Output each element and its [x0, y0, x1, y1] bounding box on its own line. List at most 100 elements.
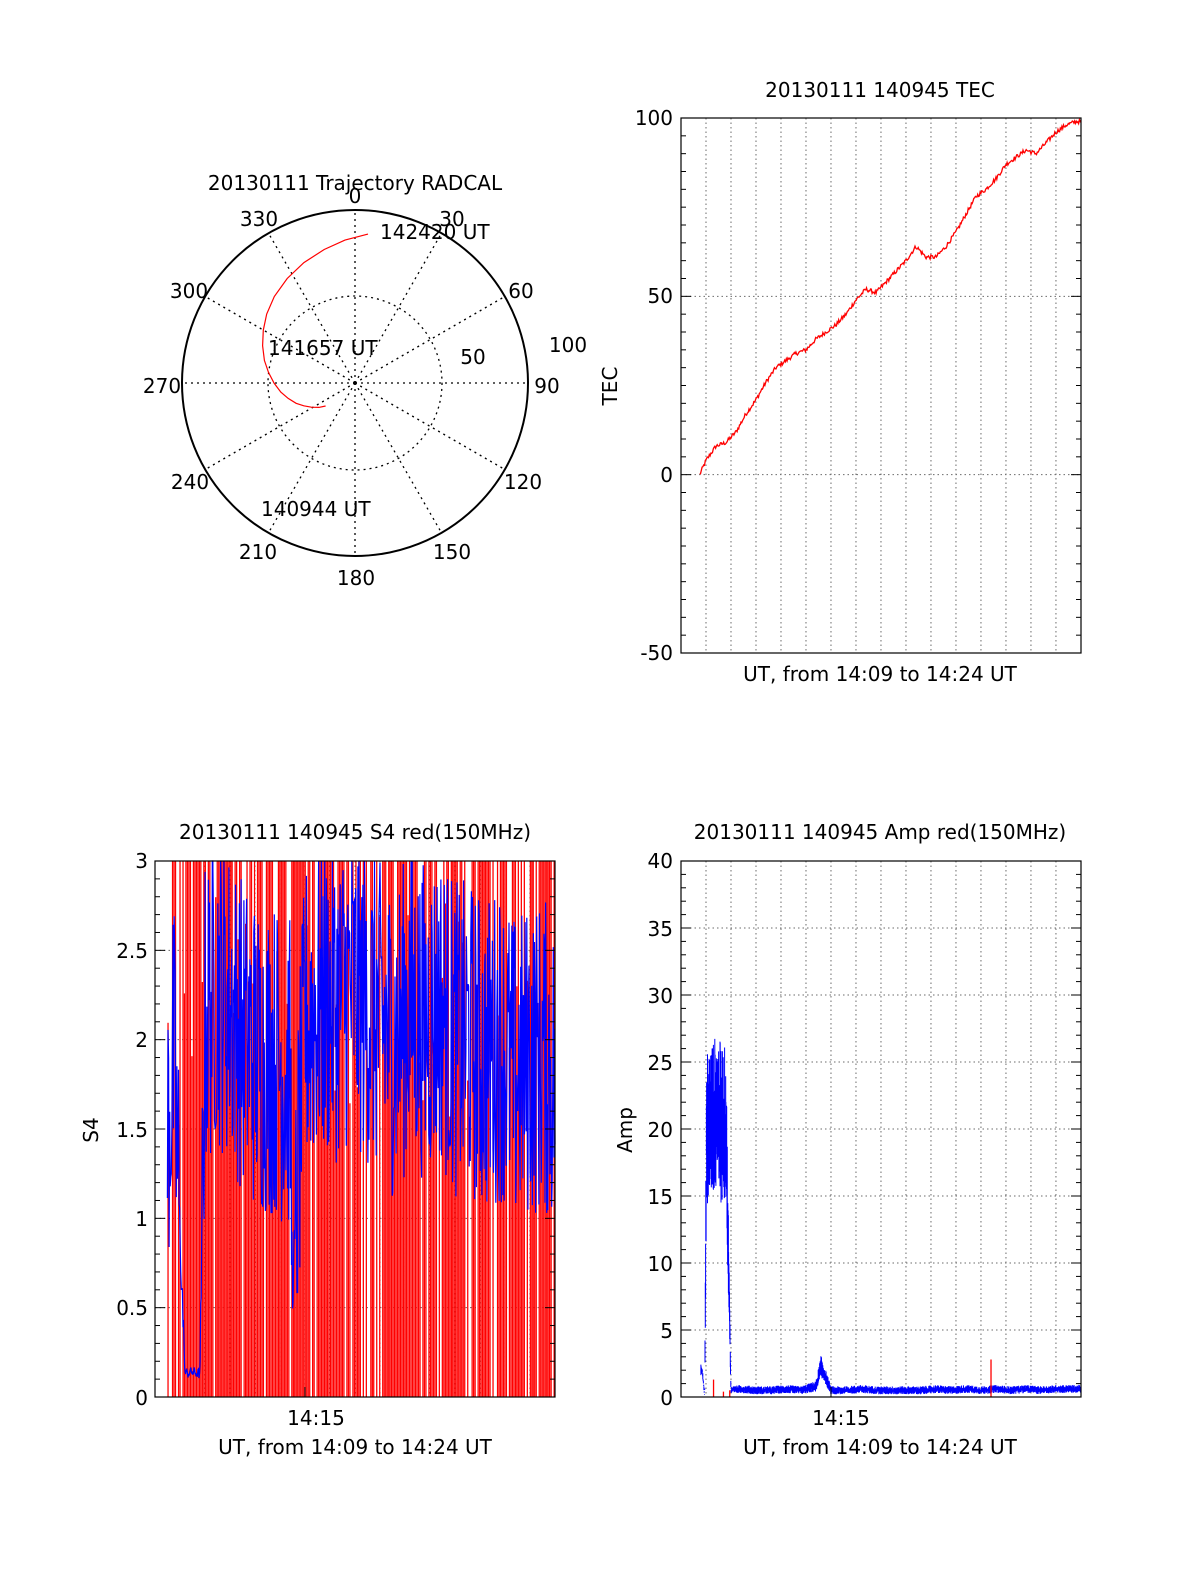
s4-red-spike: [473, 861, 475, 1397]
s4-red-spike: [228, 861, 230, 1397]
s4-red-spike: [179, 861, 181, 1397]
s4-panel: 20130111 140945 S4 red(150MHz) 0 0.5 1 1…: [79, 820, 556, 1459]
s4-red-spike: [334, 1090, 336, 1397]
s4-red-spike: [450, 861, 452, 1397]
s4-red-spike: [324, 861, 326, 1397]
s4-red-spike: [188, 861, 190, 1397]
s4-ylabel: S4: [79, 1117, 103, 1142]
s4-red-spike: [261, 861, 263, 1397]
s4-ytick-5: 2.5: [116, 939, 148, 963]
polar-radial-label-100: 100: [549, 333, 587, 357]
s4-red-spike: [286, 1003, 288, 1397]
tec-ytick-1: 0: [660, 463, 673, 487]
s4-blue-series: [166, 860, 556, 1379]
s4-red-spike: [386, 1035, 388, 1397]
s4-red-spike: [517, 861, 519, 1397]
s4-red-spike: [389, 861, 391, 1397]
polar-az-label-180: 180: [337, 566, 375, 590]
s4-red-spike: [365, 861, 367, 1397]
s4-red-spike: [318, 861, 320, 1397]
amp-gridlines: [681, 861, 1081, 1397]
s4-red-spike: [496, 861, 499, 1397]
s4-plot-frame: [154, 860, 556, 1398]
amp-ytick-6: 30: [648, 984, 673, 1008]
polar-annotation-mid: 141657 UT: [268, 336, 378, 360]
s4-red-spike: [245, 923, 247, 1397]
tec-xlabel: UT, from 14:09 to 14:24 UT: [743, 662, 1018, 686]
s4-red-spike: [407, 915, 409, 1397]
s4-red-spike: [236, 861, 238, 1397]
s4-red-spike: [262, 1069, 265, 1397]
s4-red-spike: [191, 1056, 193, 1397]
s4-red-spike: [243, 1100, 245, 1397]
s4-red-spike: [329, 861, 332, 1397]
s4-red-spike: [312, 861, 314, 1397]
s4-red-spike: [438, 1075, 440, 1397]
s4-red-spike: [177, 1124, 180, 1397]
s4-red-spike: [294, 861, 296, 1397]
s4-title: 20130111 140945 S4 red(150MHz): [179, 820, 531, 844]
s4-red-spike: [358, 861, 360, 1397]
s4-red-spike: [456, 861, 458, 1397]
s4-ytick-6: 3: [135, 849, 148, 873]
s4-red-spike: [401, 861, 403, 1397]
s4-red-spike: [343, 861, 345, 1397]
s4-red-spike: [388, 861, 390, 1397]
polar-spoke-240: [204, 382, 356, 471]
s4-red-spike: [373, 1013, 375, 1397]
s4-red-spike: [432, 1064, 435, 1397]
s4-red-spike: [309, 861, 311, 1397]
amp-ticks: [681, 860, 1081, 1398]
polar-az-label-210: 210: [239, 540, 277, 564]
s4-red-spike: [291, 861, 293, 1397]
s4-red-spike: [441, 977, 443, 1397]
s4-red-spike: [394, 1070, 396, 1397]
s4-red-spike: [411, 861, 414, 1397]
s4-red-spike: [321, 861, 323, 1397]
amp-title: 20130111 140945 Amp red(150MHz): [694, 820, 1066, 844]
polar-spoke-300: [204, 295, 356, 384]
polar-az-label-60: 60: [508, 279, 533, 303]
s4-red-spike: [431, 861, 433, 1397]
s4-red-spike: [413, 861, 415, 1397]
s4-ytick-4: 2: [135, 1028, 148, 1052]
tec-ytick-0: -50: [640, 641, 673, 665]
s4-red-spike: [423, 861, 426, 1397]
amp-xlabel: UT, from 14:09 to 14:24 UT: [743, 1435, 1018, 1459]
polar-az-label-300: 300: [170, 279, 208, 303]
s4-xlabel: UT, from 14:09 to 14:24 UT: [218, 1435, 493, 1459]
s4-red-spike: [471, 861, 473, 1397]
polar-spoke-60: [354, 295, 506, 384]
s4-red-spike: [520, 861, 522, 1397]
s4-red-spike: [258, 861, 260, 1397]
amp-ytick-1: 5: [660, 1319, 673, 1343]
polar-panel: 20130111 Trajectory RADCAL 0 30 60 90 12…: [143, 171, 587, 590]
polar-spoke-330: [267, 232, 356, 384]
s4-red-spike: [408, 861, 411, 1397]
s4-red-spike: [534, 1023, 536, 1397]
s4-ytick-2: 1: [135, 1207, 148, 1231]
tec-ytick-2: 50: [648, 284, 673, 308]
polar-az-label-120: 120: [504, 470, 542, 494]
s4-red-spike: [167, 1022, 169, 1397]
s4-red-spike: [203, 861, 205, 1397]
s4-red-spike: [307, 861, 309, 1397]
s4-red-spike: [218, 861, 220, 1397]
s4-red-spike: [383, 861, 385, 1397]
s4-red-spike: [306, 925, 308, 1397]
s4-red-spike: [417, 994, 420, 1397]
s4-red-spike: [224, 861, 226, 1397]
polar-inner-ring: [267, 295, 443, 471]
s4-red-spike: [382, 861, 384, 1397]
s4-red-spike: [397, 861, 399, 1397]
s4-red-spike: [183, 993, 186, 1397]
polar-spoke-210: [267, 382, 356, 534]
polar-radial-label-50: 50: [460, 345, 485, 369]
s4-red-spike: [198, 861, 201, 1397]
s4-red-spike: [195, 861, 198, 1397]
s4-red-spike: [347, 861, 350, 1397]
amp-ytick-7: 35: [648, 917, 673, 941]
s4-red-spike: [253, 861, 256, 1397]
s4-ytick-0: 0: [135, 1386, 148, 1410]
